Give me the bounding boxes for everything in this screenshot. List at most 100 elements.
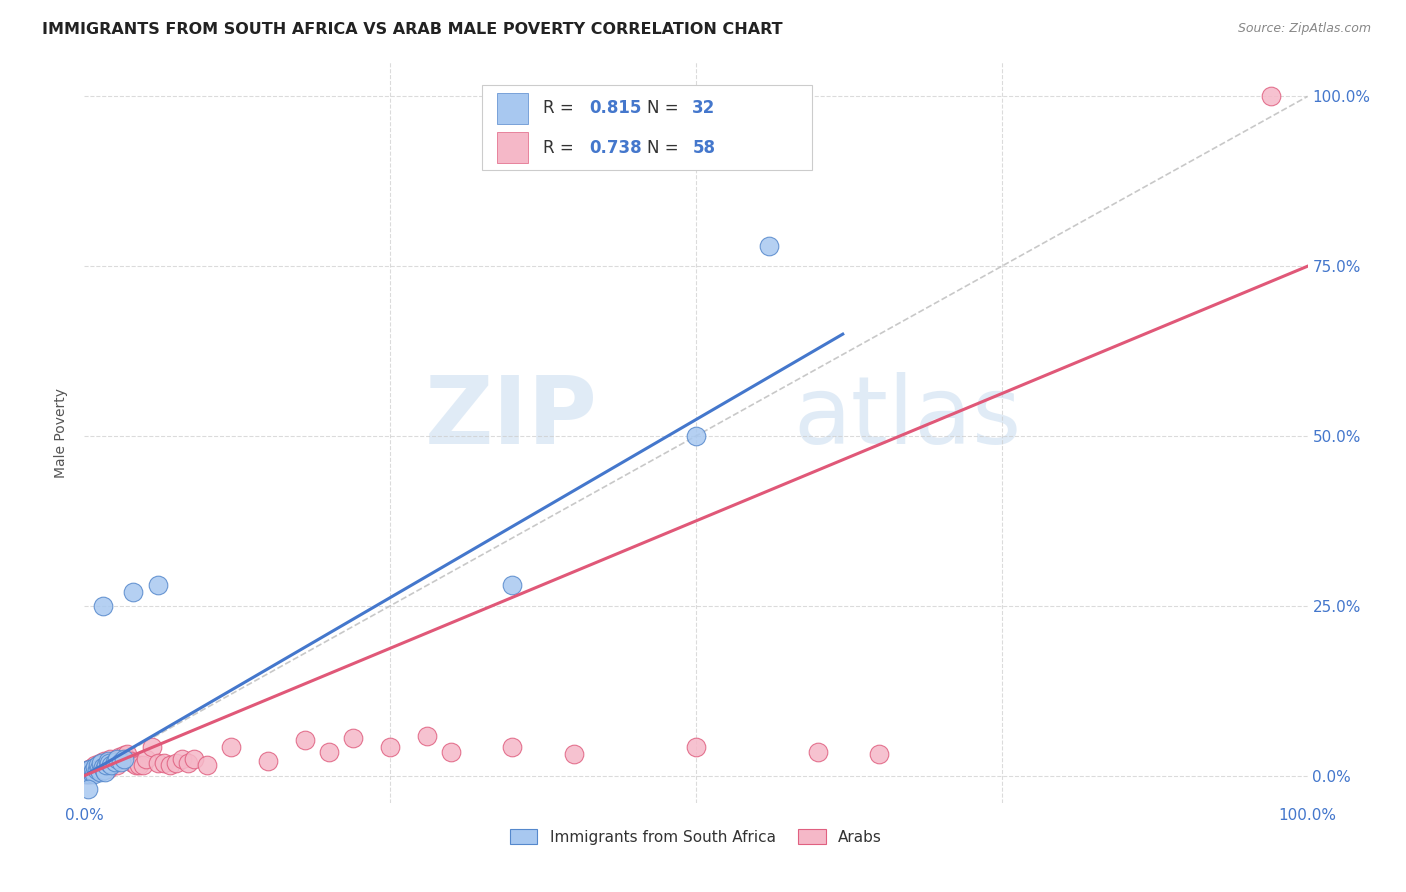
- Point: [79, 762, 101, 776]
- Point: [87, 762, 110, 776]
- Point: [125, 758, 148, 772]
- Point: [80, 763, 103, 777]
- Point: [132, 758, 155, 772]
- Point: [342, 731, 364, 746]
- Point: [416, 729, 439, 743]
- Point: [110, 752, 132, 766]
- Point: [91, 760, 114, 774]
- Point: [141, 740, 163, 755]
- Point: [165, 756, 187, 771]
- Point: [112, 752, 135, 766]
- Point: [94, 765, 117, 780]
- Point: [128, 758, 150, 772]
- Point: [100, 758, 122, 772]
- Point: [77, 765, 100, 780]
- Point: [685, 429, 707, 443]
- Point: [96, 758, 118, 772]
- Point: [502, 740, 524, 755]
- Text: R =: R =: [543, 99, 579, 118]
- Point: [153, 756, 176, 771]
- Point: [89, 756, 111, 771]
- Point: [685, 740, 707, 755]
- Text: 0.815: 0.815: [589, 99, 643, 118]
- Point: [93, 754, 115, 768]
- Point: [93, 763, 115, 777]
- FancyBboxPatch shape: [496, 93, 529, 124]
- Point: [146, 578, 169, 592]
- Point: [1260, 89, 1282, 103]
- Text: 0.738: 0.738: [589, 138, 643, 157]
- Point: [122, 585, 145, 599]
- Point: [94, 756, 117, 771]
- Point: [183, 752, 205, 766]
- Text: ZIP: ZIP: [425, 372, 598, 464]
- Text: N =: N =: [647, 138, 683, 157]
- Point: [105, 752, 128, 766]
- Point: [90, 758, 112, 772]
- Point: [219, 740, 242, 755]
- Point: [84, 760, 107, 774]
- Point: [105, 758, 128, 772]
- Point: [87, 758, 110, 772]
- Point: [97, 754, 120, 768]
- Point: [84, 758, 107, 772]
- Point: [75, 766, 97, 780]
- Point: [77, 762, 100, 776]
- Legend: Immigrants from South Africa, Arabs: Immigrants from South Africa, Arabs: [503, 822, 889, 851]
- Point: [98, 752, 121, 766]
- Point: [86, 763, 108, 777]
- Point: [100, 758, 122, 772]
- Point: [79, 766, 101, 780]
- Point: [96, 758, 118, 772]
- Point: [562, 747, 585, 761]
- Point: [112, 748, 135, 763]
- Text: N =: N =: [647, 99, 683, 118]
- Point: [159, 758, 181, 772]
- Point: [380, 740, 402, 755]
- Point: [77, 782, 100, 797]
- Point: [104, 755, 127, 769]
- FancyBboxPatch shape: [496, 132, 529, 163]
- Point: [89, 765, 111, 780]
- Point: [83, 764, 105, 779]
- Point: [195, 758, 218, 772]
- Text: Source: ZipAtlas.com: Source: ZipAtlas.com: [1237, 22, 1371, 36]
- Point: [177, 756, 200, 771]
- Text: IMMIGRANTS FROM SOUTH AFRICA VS ARAB MALE POVERTY CORRELATION CHART: IMMIGRANTS FROM SOUTH AFRICA VS ARAB MAL…: [42, 22, 783, 37]
- Point: [146, 756, 169, 771]
- Point: [294, 733, 316, 747]
- Point: [107, 749, 129, 764]
- Point: [87, 763, 110, 777]
- Point: [115, 747, 138, 761]
- Point: [77, 766, 100, 780]
- Point: [87, 760, 110, 774]
- Point: [97, 762, 120, 776]
- Point: [318, 745, 340, 759]
- Point: [104, 756, 127, 771]
- Text: R =: R =: [543, 138, 579, 157]
- Point: [91, 599, 114, 613]
- FancyBboxPatch shape: [482, 85, 813, 169]
- Point: [77, 765, 100, 780]
- Point: [172, 752, 194, 766]
- Point: [76, 764, 98, 778]
- Point: [91, 760, 114, 774]
- Y-axis label: Male Poverty: Male Poverty: [55, 388, 69, 477]
- Point: [120, 754, 142, 768]
- Point: [86, 762, 108, 776]
- Point: [97, 756, 120, 771]
- Point: [122, 756, 145, 771]
- Point: [807, 745, 830, 759]
- Point: [97, 756, 120, 771]
- Point: [83, 767, 105, 781]
- Point: [440, 745, 463, 759]
- Point: [135, 752, 157, 766]
- Point: [110, 755, 132, 769]
- Point: [502, 578, 524, 592]
- Point: [76, 763, 98, 777]
- Point: [80, 765, 103, 780]
- Point: [869, 747, 891, 761]
- Text: atlas: atlas: [794, 372, 1022, 464]
- Point: [82, 764, 104, 778]
- Point: [101, 754, 124, 768]
